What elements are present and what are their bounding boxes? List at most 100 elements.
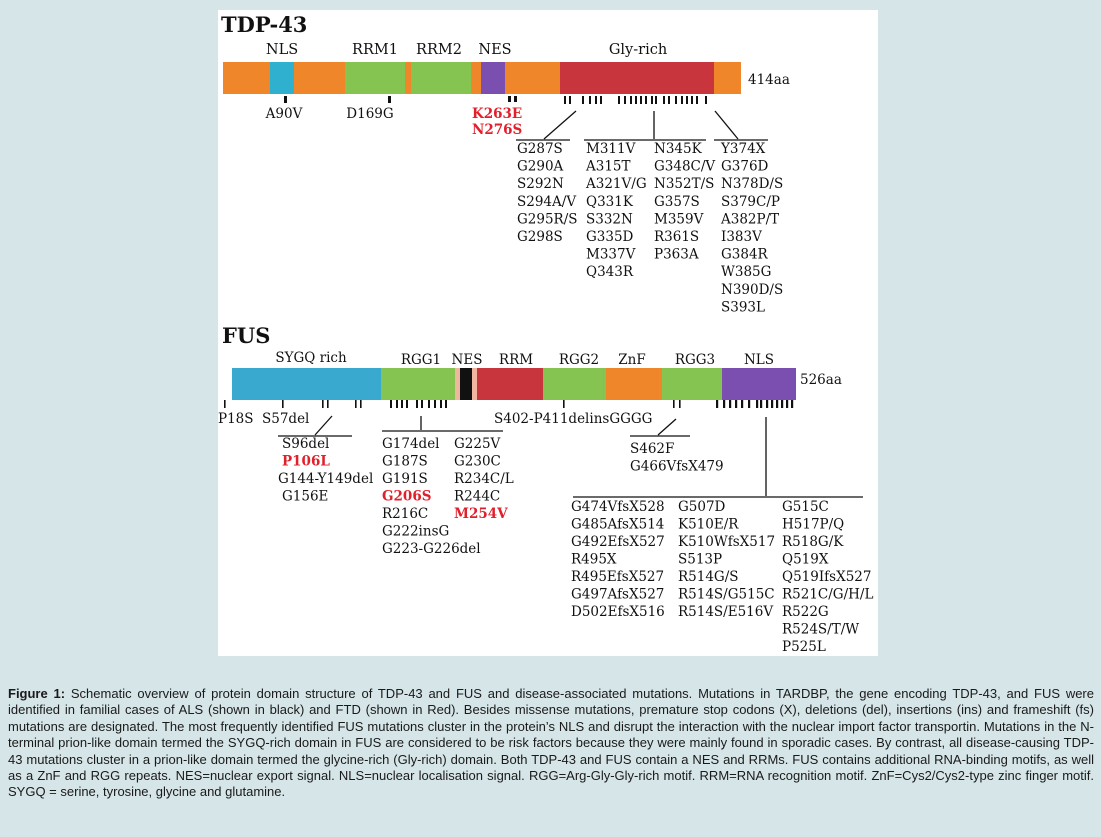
fus-domain-sygq [232,368,381,400]
fus-mutation: R521C/G/H/L [782,587,873,603]
tdp43-mutation: G287S [517,141,563,157]
fus-mutation: G507D [678,499,726,515]
tdp43-domain-nes [481,62,505,94]
tdp43-mutation-tick [663,96,665,104]
caption-text: Schematic overview of protein domain str… [8,686,1094,800]
fus-mutation: R514G/S [678,569,739,585]
fus-mutation: G174del [382,436,440,452]
fus-mutation-tick [723,400,726,408]
fus-mutation: S513P [678,552,722,568]
fus-mutation-tick [716,400,719,408]
tdp43-mutation-tick [569,96,571,104]
fus-domain-nls [722,368,796,400]
fus-mutation-s57del: S57del [262,411,309,427]
tdp43-mutation-tick [564,96,566,104]
tdp43-mutation-tick [681,96,683,104]
tdp43-mutation-tick [668,96,670,104]
fus-mutation: R514S/E516V [678,604,773,620]
tdp43-mutation-ticks [284,96,707,104]
fus-mutation-tick [781,400,784,408]
tdp43-label-rrm1: RRM1 [352,42,398,58]
tdp43-mutation-tick [691,96,693,104]
tdp43-label-nes: NES [478,42,511,58]
tdp43-mutation-a90v: A90V [265,106,303,122]
tdp43-mutation: G335D [586,229,634,245]
tdp43-mutation-tick [582,96,584,104]
fus-label-rgg3: RGG3 [675,352,715,368]
fus-mutation: R495EfsX527 [571,569,664,585]
fus-mutation: G225V [454,436,501,452]
fus-mutation: H517P/Q [782,517,844,533]
tdp43-mutation-tick [595,96,597,104]
tdp43-mutation-tick [645,96,647,104]
fus-mutation-p18s: P18S [218,411,254,427]
fus-mutation: G206S [382,489,431,505]
tdp43-mutation-tick [640,96,642,104]
tdp43-mutation: R361S [654,229,699,245]
tdp43-mutation: N390D/S [721,282,783,298]
fus-mutation: G497AfsX527 [571,587,664,603]
tdp43-domain-rrm1 [345,62,405,94]
fus-mutation-tick [401,400,403,408]
fus-mutation: S96del [282,436,329,452]
tdp43-mutation: G298S [517,229,563,245]
fus-label-nls: NLS [744,352,774,368]
fus-mutation-tick [776,400,779,408]
fus-mutation-tick [791,400,794,408]
fus-label-rgg2: RGG2 [559,352,599,368]
tdp43-length: 414aa [748,72,790,88]
tdp43-mutation: A321V/G [585,176,647,192]
tdp43-mutation-k263e: K263E [472,106,522,122]
tdp43-mutation: S294A/V [517,194,576,210]
tdp43-mutation: I383V [721,229,762,245]
tdp43-mutation: S379C/P [721,194,780,210]
caption-label: Figure 1: [8,686,66,701]
fus-mutation-tick [741,400,744,408]
tdp43-mutation: G376D [721,159,769,175]
fus-mutation: P525L [782,639,826,655]
tdp43-mutation: A382P/T [720,211,779,227]
fus-mutation-tick [748,400,751,408]
tdp43-domain-glyrich [560,62,714,94]
fus-label-rrm: RRM [499,352,533,368]
tdp43-mutation: G295R/S [517,211,578,227]
fus-mutation: R522G [782,604,829,620]
fus-mutation-tick [756,400,759,408]
fus-domain-nes-pink-left [455,368,460,400]
tdp43-mutation: A315T [585,159,631,175]
fus-mutation-ticks [224,400,794,408]
fus-mutation: G466VfsX479 [630,459,724,475]
fus-mutation: P106L [282,454,330,470]
fus-mutation: R495X [571,552,617,568]
tdp43-domain-nls [270,62,294,94]
tdp43-domain-rrm2 [411,62,471,94]
fus-mutation: R524S/T/W [782,622,859,638]
fus-domain-rgg2 [543,368,606,400]
fus-mutation-tick [416,400,418,408]
tdp43-mutation-tick [686,96,688,104]
tdp43-label-rrm2: RRM2 [416,42,462,58]
fus-mutation: R234C/L [454,471,514,487]
fus-mutation: Q519IfsX527 [782,569,871,585]
tdp43-mutation: M311V [586,141,636,157]
tdp43-mutation-tick [705,96,707,104]
fus-mutation-tick [760,400,763,408]
fus-domain-rgg3 [662,368,722,400]
fus-mutation: M254V [454,506,508,522]
tdp43-mutation: W385G [721,264,771,280]
fus-mutation-tick [390,400,392,408]
tdp43-mutation: M337V [586,247,636,263]
fus-mutation-tick [445,400,447,408]
fus-mutation: G187S [382,454,428,470]
fus-mutation-tick [421,400,423,408]
fus-mutation: G492EfsX527 [571,534,665,550]
tdp43-mutation-tick [635,96,637,104]
fus-mutation-tick [766,400,769,408]
fus-mutation: R244C [454,489,500,505]
tdp43-mutation: Y374X [720,141,766,157]
tdp43-mutation-n276s: N276S [472,122,522,138]
fus-mutation-tick [771,400,774,408]
fus-length: 526aa [800,372,842,388]
tdp43-mutation: N345K [654,141,703,157]
tdp43-label-glyrich: Gly-rich [609,42,667,58]
